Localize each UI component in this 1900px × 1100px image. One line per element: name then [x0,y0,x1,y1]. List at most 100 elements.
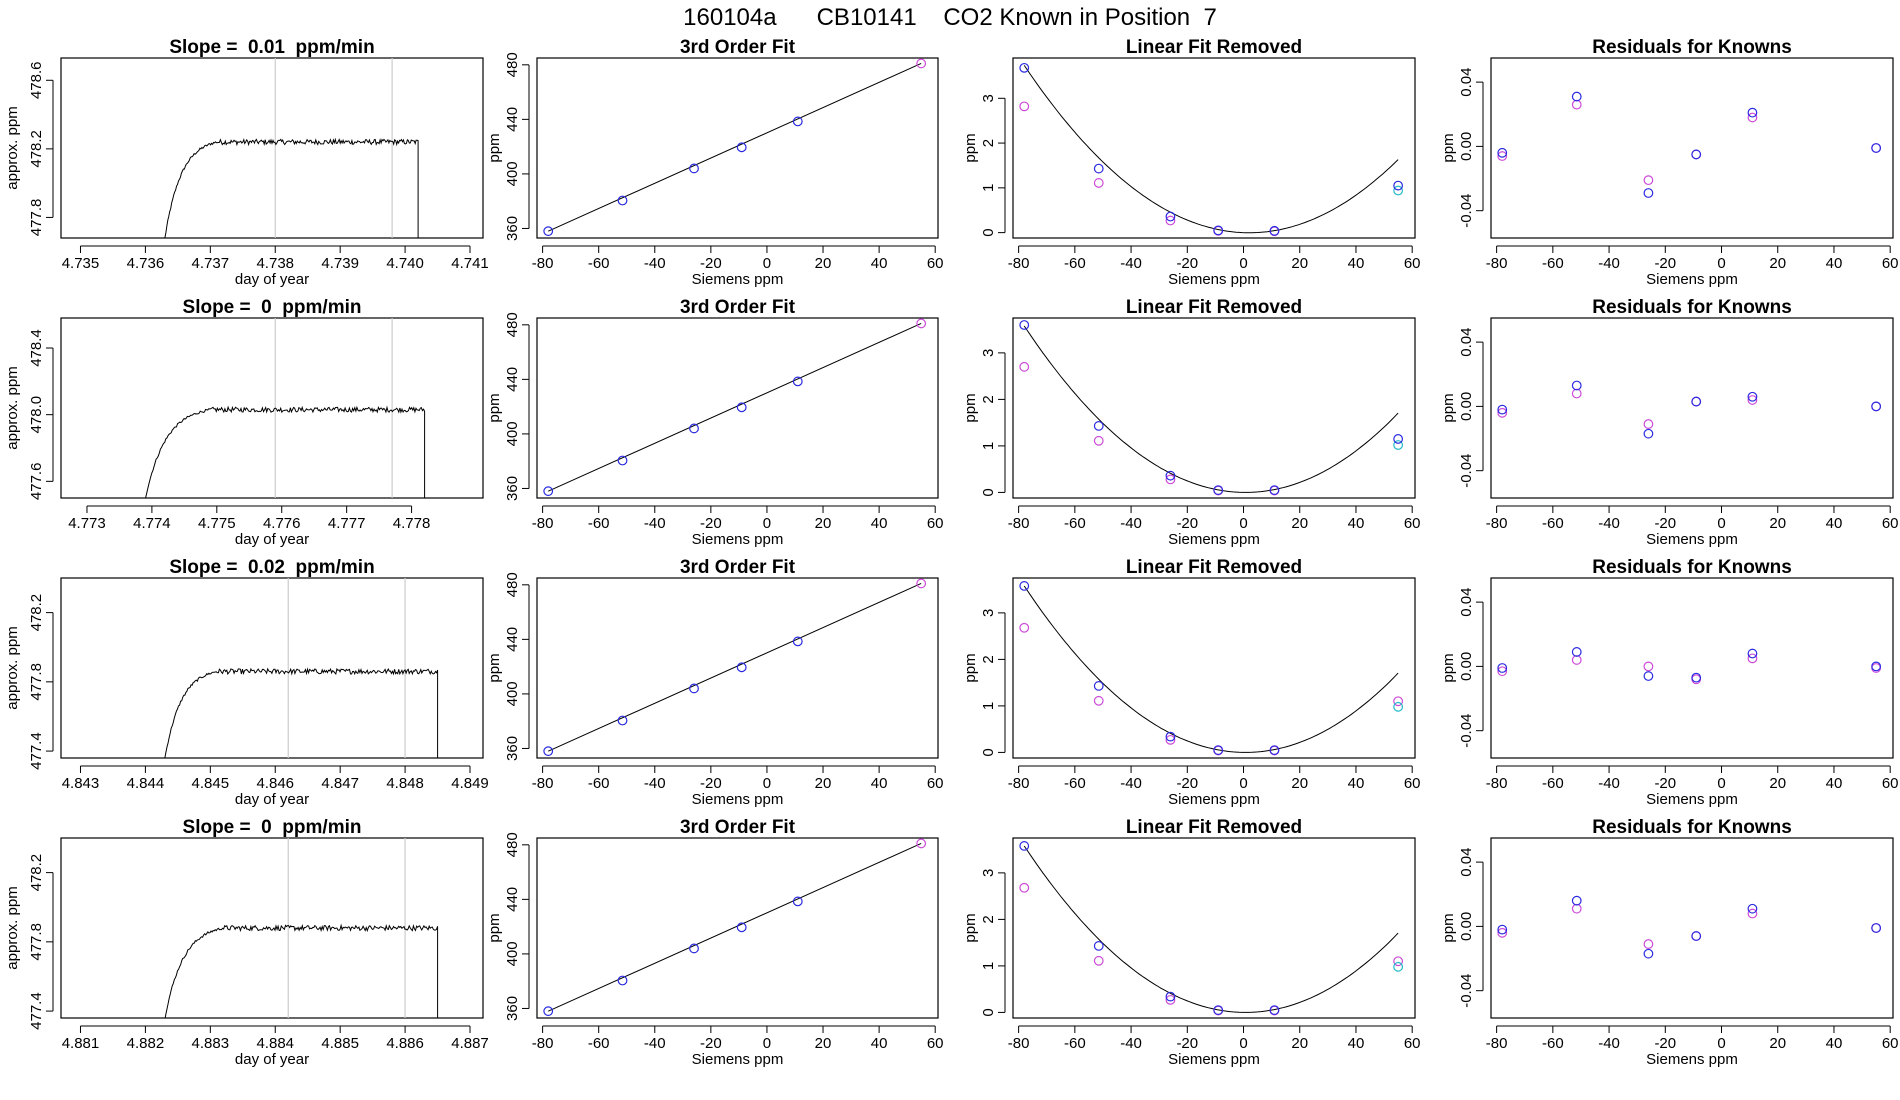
y-tick-label: 0.04 [1458,588,1475,617]
data-point [1165,211,1176,222]
y-tick-label: 0.04 [1458,328,1475,357]
y-tick-label: 2 [980,139,997,147]
data-point [1165,734,1176,745]
x-tick-label: -20 [700,515,722,532]
x-tick-label: 4.775 [198,515,236,532]
chart-panel: 3rd Order Fit -80 -60 -40 -20 0 20 40 60 Siemens … [486,37,944,288]
x-axis-label: Siemens ppm [1646,531,1738,548]
x-tick-label: 4.740 [386,255,424,272]
data-point [916,578,927,589]
x-tick-label: -20 [1654,1035,1676,1052]
x-tick-label: -40 [644,1035,666,1052]
data-point [792,636,803,647]
data-point [1019,882,1030,893]
plot-frame [60,317,484,499]
x-axis-label: Siemens ppm [692,1051,784,1068]
data-point [1213,225,1224,236]
data-point [1691,149,1702,160]
panel-title: 3rd Order Fit [680,557,796,578]
y-tick-label: 0.00 [1458,912,1475,941]
y-tick-label: 2 [980,915,997,923]
x-tick-label: 4.884 [256,1035,294,1052]
plot-frame [1012,577,1416,759]
y-tick-label: 0.00 [1458,392,1475,421]
panel-title: 3rd Order Fit [680,37,796,58]
data-point [1497,404,1508,415]
y-axis-label: approx. ppm [4,106,21,189]
x-tick-label: 40 [1348,1035,1365,1052]
data-point [1747,107,1758,118]
data-point [1571,655,1582,665]
x-tick-label: -80 [1486,255,1508,272]
y-tick-label: 478.6 [28,62,45,100]
y-tick-label: 477.6 [28,463,45,501]
x-tick-label: 40 [1348,255,1365,272]
x-tick-label: -80 [1008,515,1030,532]
data-point [1643,939,1654,949]
y-tick-label: 360 [504,476,521,501]
chart-panel: Residuals for Knowns -80 -60 -40 -20 0 20 40 60 S… [1440,297,1899,548]
x-tick-label: 20 [1769,515,1786,532]
data-point [1019,62,1030,73]
data-point [1571,895,1582,906]
x-tick-label: -60 [1542,1035,1564,1052]
x-tick-label: 60 [927,515,944,532]
y-tick-label: 440 [504,367,521,392]
y-tick-label: 3 [980,869,997,877]
x-tick-label: 40 [871,255,888,272]
x-tick-label: 4.848 [386,775,424,792]
panel-title: 3rd Order Fit [680,817,796,838]
data-point [1497,147,1508,158]
y-axis-label: approx. ppm [4,886,21,969]
x-tick-label: -60 [1542,775,1564,792]
plot-area [1019,320,1404,496]
data-point [1747,648,1758,659]
x-tick-label: 40 [871,515,888,532]
plot-area [164,58,419,238]
x-tick-label: -80 [1008,255,1030,272]
panel-title: Residuals for Knowns [1592,37,1792,58]
chart-panel: Slope = 0.01 ppm/min 4.735 4.736 4.737 4.738… [4,37,489,288]
chart-panel: Residuals for Knowns -80 -60 -40 -20 0 20 40 60 S… [1440,37,1899,288]
chart-panel: Residuals for Knowns -80 -60 -40 -20 0 20 40 60 S… [1440,557,1899,808]
data-point [543,746,554,757]
plot-frame [1012,57,1416,239]
data-point [792,896,803,907]
data-point [736,922,747,933]
data-trace [164,137,419,238]
data-point [1747,653,1758,664]
x-axis-label: Siemens ppm [692,531,784,548]
x-tick-label: 20 [815,1035,832,1052]
x-tick-label: 40 [1826,515,1843,532]
chart-panel: Slope = 0 ppm/min 4.773 4.774 4.775 4.776 4.7… [4,297,484,548]
y-tick-label: 360 [504,996,521,1021]
data-point [1019,841,1030,851]
x-tick-label: 60 [1404,255,1421,272]
x-tick-label: -60 [1064,775,1086,792]
plot-area [543,318,927,497]
fit-line [548,62,922,232]
x-tick-label: -80 [532,255,554,272]
data-point [1497,666,1508,677]
y-tick-label: 0.00 [1458,132,1475,161]
fit-line [548,582,922,752]
y-tick-label: 478.2 [28,594,45,632]
y-tick-label: 1 [980,702,997,710]
chart-panel: Slope = 0.02 ppm/min 4.843 4.844 4.845 4.846… [4,557,489,808]
plot-frame [60,57,484,239]
y-tick-label: 480 [504,572,521,597]
data-point [1019,320,1030,330]
x-tick-label: 0 [763,515,771,532]
chart-panel: Slope = 0 ppm/min 4.881 4.882 4.883 4.884 4.8… [4,817,489,1068]
data-point [1393,434,1404,444]
data-point [1093,955,1104,966]
y-tick-label: 400 [504,681,521,706]
x-tick-label: 40 [871,1035,888,1052]
x-tick-label: 60 [1882,255,1899,272]
x-tick-label: 20 [1769,255,1786,272]
x-tick-label: 60 [1882,775,1899,792]
x-tick-label: -40 [1598,775,1620,792]
x-tick-label: 4.776 [263,515,301,532]
data-point [543,1006,554,1017]
x-tick-label: 20 [1769,1035,1786,1052]
